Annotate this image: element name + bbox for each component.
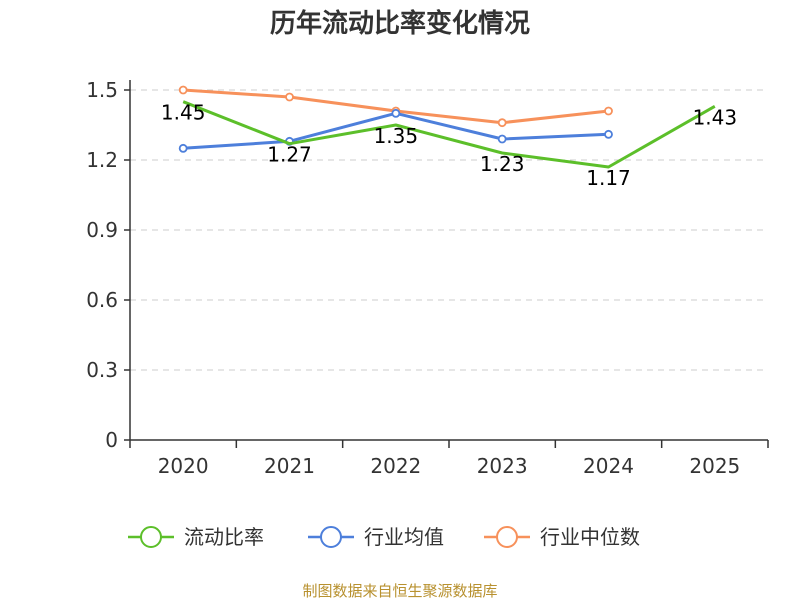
data-label: 1.17 bbox=[586, 166, 631, 190]
data-point[interactable] bbox=[497, 118, 507, 128]
series-0 bbox=[182, 100, 716, 169]
data-point[interactable] bbox=[391, 108, 401, 118]
chart-title: 历年流动比率变化情况 bbox=[270, 8, 530, 39]
legend-label: 行业均值 bbox=[364, 525, 444, 549]
data-label: 1.45 bbox=[161, 101, 206, 125]
legend-label: 流动比率 bbox=[184, 525, 264, 549]
x-tick-label: 2020 bbox=[158, 454, 209, 478]
y-tick-label: 0.3 bbox=[86, 358, 118, 382]
series-2 bbox=[178, 85, 613, 128]
x-tick-label: 2024 bbox=[583, 454, 634, 478]
data-label: 1.27 bbox=[267, 143, 312, 167]
y-tick-label: 1.2 bbox=[86, 148, 118, 172]
series-lines bbox=[178, 85, 716, 169]
data-point[interactable] bbox=[178, 85, 188, 95]
data-point[interactable] bbox=[604, 129, 613, 139]
x-tick-label: 2021 bbox=[264, 454, 315, 478]
legend-swatch-circle bbox=[140, 526, 162, 548]
series-line-2 bbox=[183, 88, 609, 125]
axes: 0 0.3 0.6 0.9 1.2 1.5 2020 2021 2022 2023 2024 2025 bbox=[86, 78, 769, 478]
data-labels: 1.45 1.27 1.35 1.23 1.17 1.43 bbox=[161, 101, 737, 190]
data-label: 1.35 bbox=[374, 124, 419, 148]
legend-label: 行业中位数 bbox=[540, 525, 640, 549]
legend-item-1[interactable]: 行业均值 bbox=[308, 525, 444, 549]
x-tick-label: 2023 bbox=[477, 454, 528, 478]
legend-item-0[interactable]: 流动比率 bbox=[128, 525, 264, 549]
data-label: 1.43 bbox=[693, 105, 738, 129]
y-tick-label: 1.5 bbox=[86, 78, 118, 102]
legend-item-2[interactable]: 行业中位数 bbox=[484, 525, 640, 549]
source-note: 制图数据来自恒生聚源数据库 bbox=[302, 582, 497, 600]
grid-lines bbox=[130, 89, 768, 371]
data-point[interactable] bbox=[285, 92, 294, 102]
data-point[interactable] bbox=[497, 134, 507, 144]
series-line-0 bbox=[182, 100, 716, 169]
y-tick-label: 0 bbox=[105, 428, 118, 452]
y-tick-label: 0.9 bbox=[86, 218, 118, 242]
series-1 bbox=[178, 108, 613, 153]
x-tick-label: 2025 bbox=[689, 454, 740, 478]
legend-swatch-circle bbox=[496, 526, 518, 548]
data-point[interactable] bbox=[604, 106, 613, 116]
data-point[interactable] bbox=[178, 143, 188, 153]
legend-swatch-circle bbox=[320, 526, 342, 548]
legend[interactable]: 流动比率 行业均值 行业中位数 bbox=[128, 525, 640, 549]
y-tick-label: 0.6 bbox=[86, 288, 118, 312]
data-label: 1.23 bbox=[480, 152, 525, 176]
x-tick-label: 2022 bbox=[370, 454, 421, 478]
